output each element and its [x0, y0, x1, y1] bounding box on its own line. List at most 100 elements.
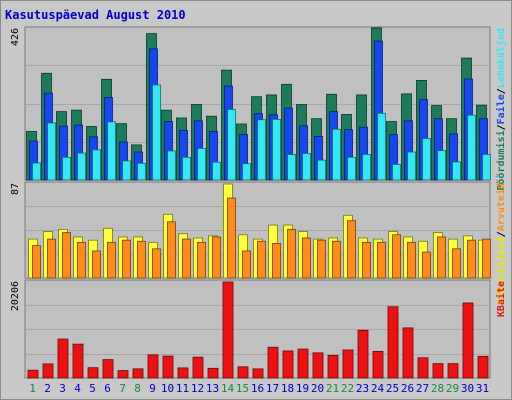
- hosts-bar: [332, 240, 341, 279]
- legend-entry: Pöördumisi: [495, 130, 507, 190]
- day-label: 20: [311, 382, 324, 395]
- kbytes-bar: [162, 355, 174, 379]
- kbytes-bar: [372, 351, 384, 379]
- day-label: 6: [104, 382, 111, 395]
- kbytes-bar: [132, 368, 144, 379]
- legend-entry: Leheküljed: [495, 28, 507, 88]
- pages-bar: [377, 112, 386, 181]
- kbytes-bar: [252, 368, 264, 379]
- kbytes-bar: [462, 302, 474, 379]
- hosts-bar: [317, 239, 326, 279]
- pages-bar: [317, 159, 326, 181]
- legend-entry: Külastajaid: [495, 237, 507, 303]
- chart-title: Kasutuspäevad August 2010: [5, 8, 186, 22]
- kbytes-bar: [57, 338, 69, 379]
- pages-bar: [107, 121, 116, 181]
- day-label: 24: [371, 382, 385, 395]
- day-label: 12: [191, 382, 204, 395]
- pages-bar: [92, 149, 101, 181]
- pages-bar: [332, 128, 341, 181]
- day-label: 5: [89, 382, 96, 395]
- day-label: 14: [221, 382, 235, 395]
- kbytes-bar: [402, 327, 414, 379]
- pages-bar: [182, 156, 191, 181]
- day-label: 31: [476, 382, 489, 395]
- day-label: 22: [341, 382, 354, 395]
- hosts-bar: [437, 236, 446, 279]
- day-label: 8: [134, 382, 141, 395]
- kbytes-bar: [192, 356, 204, 379]
- kbytes-bar: [417, 357, 429, 379]
- kbytes-bar: [72, 343, 84, 379]
- hosts-bar: [227, 197, 236, 279]
- hosts-bar: [272, 243, 281, 279]
- hosts-bar: [242, 250, 251, 279]
- pages-bar: [347, 156, 356, 181]
- hosts-bar: [167, 221, 176, 279]
- hosts-bar: [212, 236, 221, 279]
- kbytes-bar: [42, 363, 54, 379]
- day-label: 11: [176, 382, 189, 395]
- pages-bar: [137, 162, 146, 181]
- hosts-bar: [32, 245, 41, 279]
- day-label: 3: [59, 382, 66, 395]
- day-label: 21: [326, 382, 339, 395]
- hosts-bar: [302, 237, 311, 279]
- pages-bar: [302, 153, 311, 181]
- kbytes-bar: [237, 366, 249, 379]
- hosts-bar: [257, 240, 266, 279]
- day-label: 9: [149, 382, 156, 395]
- day-label: 15: [236, 382, 249, 395]
- day-label: 23: [356, 382, 369, 395]
- hosts-bar: [392, 234, 401, 279]
- pages-bar: [227, 109, 236, 181]
- y-axis-max-label: 426: [10, 28, 21, 46]
- day-label: 1: [29, 382, 36, 395]
- hosts-bar: [467, 239, 476, 279]
- pages-bar: [362, 154, 371, 181]
- hosts-bar: [152, 248, 161, 279]
- kbytes-bar: [342, 349, 354, 379]
- pages-bar: [197, 148, 206, 181]
- hosts-bar: [47, 238, 56, 279]
- pages-bar: [62, 156, 71, 181]
- hosts-bar: [122, 239, 131, 279]
- kbytes-bar: [282, 350, 294, 379]
- hosts-bar: [287, 228, 296, 279]
- pages-bar: [212, 161, 221, 181]
- pages-bar: [77, 152, 86, 181]
- pages-bar: [407, 151, 416, 181]
- hosts-bar: [92, 250, 101, 279]
- hosts-bar: [107, 241, 116, 279]
- y-axis-max-label: 20206: [10, 281, 21, 311]
- kbytes-bar: [27, 369, 39, 379]
- kbytes-bar: [327, 354, 339, 379]
- kbytes-bar: [357, 329, 369, 379]
- pages-bar: [242, 163, 251, 181]
- kbytes-bar: [222, 281, 234, 379]
- pages-bar: [437, 150, 446, 181]
- legend-entry: Faile: [495, 94, 507, 124]
- pages-bar: [152, 84, 161, 181]
- pages-bar: [32, 162, 41, 181]
- pages-bar: [392, 164, 401, 181]
- hosts-bar: [407, 241, 416, 279]
- hosts-bar: [182, 238, 191, 279]
- y-axis-max-label: 87: [10, 183, 21, 195]
- kbytes-bar: [312, 352, 324, 379]
- series-legend-middle: Külastajaid/Arvuteid: [495, 183, 507, 303]
- day-label: 19: [296, 382, 309, 395]
- day-label: 25: [386, 382, 399, 395]
- day-label: 7: [119, 382, 126, 395]
- hosts-bar: [77, 241, 86, 279]
- kbytes-bar: [102, 359, 114, 379]
- kbytes-bar: [267, 346, 279, 379]
- hosts-bar: [347, 220, 356, 279]
- pages-bar: [257, 119, 266, 181]
- kbytes-bar: [87, 367, 99, 379]
- hosts-bar: [137, 240, 146, 279]
- hosts-bar: [62, 232, 71, 279]
- kbytes-bar: [207, 367, 219, 379]
- hosts-bar: [452, 248, 461, 279]
